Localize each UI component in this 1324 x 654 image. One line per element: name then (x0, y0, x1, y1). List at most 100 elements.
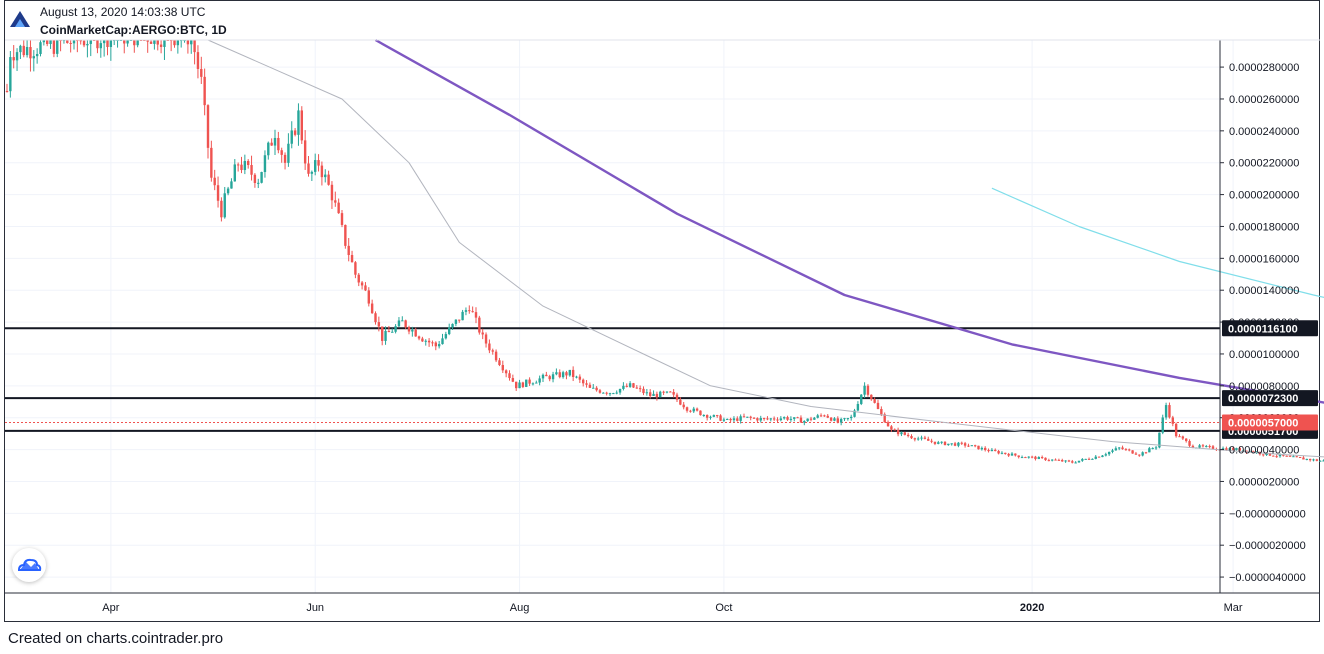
candle-body (960, 442, 963, 444)
candle-body (337, 202, 340, 214)
candle (240, 156, 243, 174)
candle-body (1104, 454, 1107, 456)
candle-body (454, 319, 458, 324)
candle (1148, 446, 1151, 453)
candle-body (1087, 458, 1091, 460)
candle (109, 40, 113, 61)
candle-body (890, 426, 893, 430)
candle (1144, 451, 1148, 454)
candle-body (565, 372, 568, 376)
candle (950, 443, 953, 446)
candle (464, 307, 468, 316)
candle-body (625, 385, 628, 387)
candle (1081, 458, 1084, 462)
candle (967, 443, 970, 448)
candle (856, 401, 860, 412)
candle (1185, 438, 1188, 443)
candle (943, 441, 947, 446)
candle-body (153, 40, 156, 44)
candle (116, 40, 119, 48)
candle (776, 417, 779, 423)
candle (481, 328, 484, 340)
time-axis[interactable]: AprJunAugOct2020MarMayJulSepNov2021 (102, 602, 1324, 614)
candle (46, 40, 49, 47)
candle-body (1272, 455, 1275, 457)
candle-body (863, 385, 866, 395)
candle-body (762, 418, 766, 420)
candle-body (82, 40, 86, 46)
candle-body (1128, 449, 1131, 451)
candle-body (793, 417, 796, 419)
candle (709, 415, 712, 420)
candle (1030, 455, 1034, 459)
candle-body (940, 441, 943, 443)
candle (15, 48, 19, 71)
candle (1037, 456, 1040, 460)
candle (749, 415, 752, 421)
candle-body (833, 418, 836, 421)
candle (575, 375, 578, 379)
candle-body (973, 445, 977, 447)
candle-body (588, 384, 592, 388)
candle (471, 306, 474, 313)
candle (732, 416, 736, 423)
candle-body (277, 137, 280, 151)
candle (638, 385, 642, 393)
candle (903, 431, 906, 436)
candle (337, 198, 340, 214)
candle-body (488, 343, 491, 351)
candle-body (233, 164, 236, 182)
candle-body (853, 410, 856, 417)
tradingview-cloud-icon[interactable] (12, 548, 46, 582)
candle-body (682, 404, 685, 408)
candle (1014, 453, 1017, 457)
candle-body (970, 445, 973, 447)
candle (397, 317, 401, 327)
price-chart[interactable]: 0.0000280000 0.0000260000 0.0000240000 0.00… (0, 0, 1324, 622)
candle (334, 191, 337, 207)
candle (391, 328, 394, 333)
candle (987, 448, 990, 453)
candle (123, 40, 126, 54)
candle (1171, 415, 1174, 427)
candle-body (1205, 446, 1208, 448)
candle (260, 171, 263, 184)
candle-body (943, 441, 947, 446)
y-tick-label: 0.0000040000 (1229, 445, 1299, 457)
candle (35, 48, 39, 64)
candle (220, 197, 223, 222)
candle (1168, 402, 1171, 419)
candle (645, 388, 649, 396)
candle-body (327, 174, 330, 185)
candle-body (504, 370, 508, 374)
candle-body (538, 378, 541, 383)
candle (1027, 456, 1030, 459)
candle (695, 407, 699, 412)
candle-body (987, 450, 990, 452)
candle-body (561, 372, 565, 378)
candle (89, 40, 92, 57)
candle (186, 40, 190, 54)
candle (665, 391, 669, 394)
candle-body (381, 326, 384, 341)
candle-body (839, 419, 843, 423)
candle (253, 173, 257, 188)
candle (746, 416, 749, 418)
candle-body (501, 365, 504, 371)
price-axis[interactable]: 0.0000280000 0.0000260000 0.0000240000 0.00… (1220, 62, 1306, 584)
candle-body (1295, 456, 1298, 458)
candle-body (437, 344, 441, 347)
candle-body (535, 382, 538, 384)
candle-body (468, 310, 471, 312)
candle (913, 437, 917, 442)
candle (381, 326, 384, 346)
candle-body (106, 40, 109, 48)
candle (793, 417, 796, 422)
candle (1238, 446, 1241, 452)
candle-body (484, 334, 488, 344)
candle-body (541, 374, 545, 379)
candle-body (448, 327, 451, 335)
candle (1131, 450, 1134, 454)
candle-body (1268, 452, 1272, 456)
candle-body (186, 40, 190, 45)
